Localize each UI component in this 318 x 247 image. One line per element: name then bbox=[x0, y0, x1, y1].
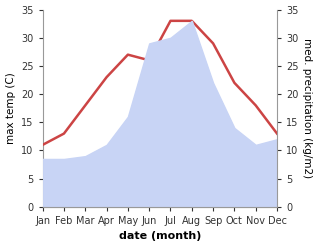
Y-axis label: max temp (C): max temp (C) bbox=[5, 72, 16, 144]
Y-axis label: med. precipitation (kg/m2): med. precipitation (kg/m2) bbox=[302, 38, 313, 178]
X-axis label: date (month): date (month) bbox=[119, 231, 201, 242]
